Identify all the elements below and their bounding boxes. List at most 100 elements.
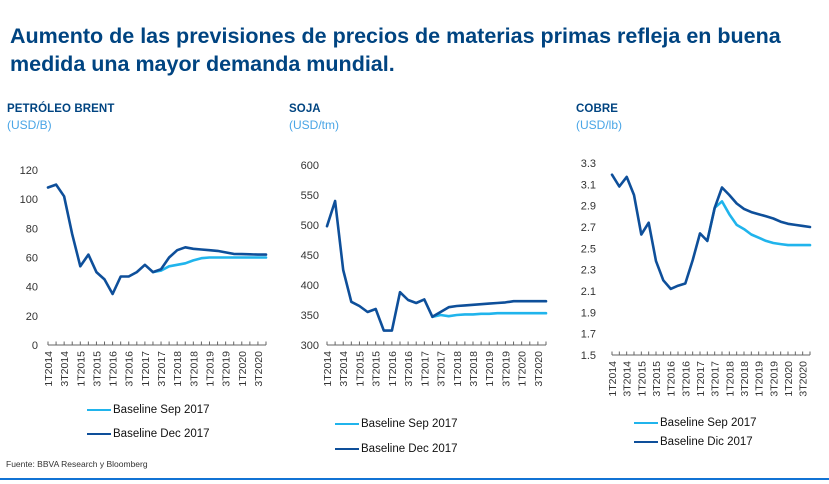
cobre-xtick-label: 3T2020 (798, 361, 810, 397)
legend-swatch-dec (87, 432, 111, 436)
soja-chart-unit: (USD/tm) (289, 118, 339, 132)
brent-ytick-label: 40 (26, 282, 38, 294)
cobre-xtick-label: 1T2018 (724, 361, 736, 397)
soja-xtick-label: 3T2016 (403, 351, 415, 387)
cobre-xtick-label: 1T2019 (754, 361, 766, 397)
cobre-chart-unit: (USD/lb) (576, 118, 623, 132)
brent-series-sep-line (151, 256, 268, 274)
brent-xtick-label: 3T2014 (59, 351, 71, 387)
brent-xtick-label: 1T2020 (237, 351, 249, 387)
legend-swatch-sep (87, 408, 111, 412)
brent-xtick-label: 1T2019 (204, 351, 216, 387)
brent-ytick-label: 80 (26, 223, 38, 235)
soja-series-sep-line (431, 311, 548, 319)
brent-xtick-label: 1T2015 (75, 351, 87, 387)
legend-label: Baseline Dec 2017 (361, 443, 458, 455)
soja-ytick-label: 450 (301, 250, 319, 262)
cobre-xtick-label: 1T2017 (695, 361, 707, 397)
soja-xtick-label: 1T2015 (354, 351, 366, 387)
soja-legend-sep: Baseline Sep 2017 (335, 418, 458, 430)
brent-xtick-label: 3T2016 (124, 351, 136, 387)
cobre-ytick-label: 1.5 (581, 350, 596, 362)
cobre-ytick-label: 3.1 (581, 179, 596, 191)
brent-xtick-label: 3T2018 (188, 351, 200, 387)
cobre-chart-title: COBRE (576, 103, 619, 115)
soja-ytick-label: 500 (301, 220, 319, 232)
legend-swatch-sep (634, 421, 658, 425)
brent-xtick-label: 1T2017 (140, 351, 152, 387)
soja-xtick-label: 3T2015 (371, 351, 383, 387)
brent-xtick-label: 3T2015 (91, 351, 103, 387)
cobre-ytick-label: 2.7 (581, 222, 596, 234)
cobre-ytick-label: 2.1 (581, 286, 596, 298)
cobre-ytick-label: 2.3 (581, 265, 596, 277)
soja-ytick-label: 400 (301, 280, 319, 292)
brent-xtick-label: 1T2016 (108, 351, 120, 387)
cobre-xtick-label: 3T2016 (680, 361, 692, 397)
brent-ytick-label: 0 (32, 340, 38, 352)
cobre-ytick-label: 3.3 (581, 158, 596, 170)
legend-swatch-sep (335, 422, 359, 426)
source-note: Fuente: BBVA Research y Bloomberg (6, 459, 148, 469)
soja-xtick-label: 3T2019 (500, 351, 512, 387)
cobre-ytick-label: 1.7 (581, 329, 596, 341)
cobre-series-dec-line (610, 173, 812, 291)
cobre-ytick-label: 2.5 (581, 243, 596, 255)
brent-ytick-label: 100 (20, 194, 38, 206)
brent-xtick-label: 1T2018 (172, 351, 184, 387)
brent-xtick-label: 3T2020 (253, 351, 265, 387)
cobre-xtick-label: 3T2015 (651, 361, 663, 397)
soja-ytick-label: 600 (301, 160, 319, 172)
soja-xtick-label: 1T2019 (484, 351, 496, 387)
soja-xtick-label: 1T2018 (452, 351, 464, 387)
brent-chart-title: PETRÓLEO BRENT (7, 103, 115, 115)
soja-xtick-label: 3T2020 (533, 351, 545, 387)
soja-xtick-label: 3T2018 (468, 351, 480, 387)
bottom-rule (0, 478, 829, 480)
cobre-xtick-label: 1T2015 (636, 361, 648, 397)
cobre-xtick-label: 3T2017 (710, 361, 722, 397)
page-title: Aumento de las previsiones de precios de… (10, 24, 781, 76)
soja-ytick-label: 350 (301, 310, 319, 322)
soja-xtick-label: 1T2014 (322, 351, 334, 387)
brent-ytick-label: 120 (20, 165, 38, 177)
soja-ytick-label: 550 (301, 190, 319, 202)
soja-ytick-label: 300 (301, 340, 319, 352)
legend-swatch-dec (335, 447, 359, 451)
soja-legend-dec: Baseline Dec 2017 (335, 443, 458, 455)
cobre-ytick-label: 2.9 (581, 201, 596, 213)
legend-label: Baseline Sep 2017 (113, 404, 210, 416)
legend-label: Baseline Sep 2017 (660, 417, 757, 429)
soja-xtick-label: 1T2020 (517, 351, 529, 387)
cobre-legend-sep: Baseline Sep 2017 (634, 417, 757, 429)
brent-legend-sep: Baseline Sep 2017 (87, 404, 210, 416)
cobre-xtick-label: 1T2020 (783, 361, 795, 397)
soja-chart-title: SOJA (289, 103, 321, 115)
brent-xtick-label: 1T2014 (43, 351, 55, 387)
brent-ytick-label: 20 (26, 311, 38, 323)
brent-series-dec-line (46, 183, 268, 296)
cobre-legend-dec: Baseline Dic 2017 (634, 436, 753, 448)
brent-xtick-label: 3T2017 (156, 351, 168, 387)
cobre-xtick-label: 3T2018 (739, 361, 751, 397)
cobre-xtick-label: 1T2014 (607, 361, 619, 397)
soja-xtick-label: 1T2016 (387, 351, 399, 387)
soja-series-dec-line (325, 199, 548, 332)
cobre-xtick-label: 3T2019 (768, 361, 780, 397)
legend-label: Baseline Dic 2017 (660, 436, 753, 448)
brent-legend-dec: Baseline Dec 2017 (87, 428, 210, 440)
legend-swatch-dec (634, 440, 658, 444)
cobre-xtick-label: 1T2016 (666, 361, 678, 397)
soja-xtick-label: 3T2017 (436, 351, 448, 387)
brent-ytick-label: 60 (26, 253, 38, 265)
soja-xtick-label: 1T2017 (419, 351, 431, 387)
soja-xtick-label: 3T2014 (338, 351, 350, 387)
legend-label: Baseline Sep 2017 (361, 418, 458, 430)
cobre-xtick-label: 3T2014 (622, 361, 634, 397)
brent-xtick-label: 3T2019 (221, 351, 233, 387)
legend-label: Baseline Dec 2017 (113, 428, 210, 440)
cobre-ytick-label: 1.9 (581, 307, 596, 319)
brent-chart-unit: (USD/B) (7, 118, 52, 132)
cobre-series-sep-line (705, 200, 812, 247)
